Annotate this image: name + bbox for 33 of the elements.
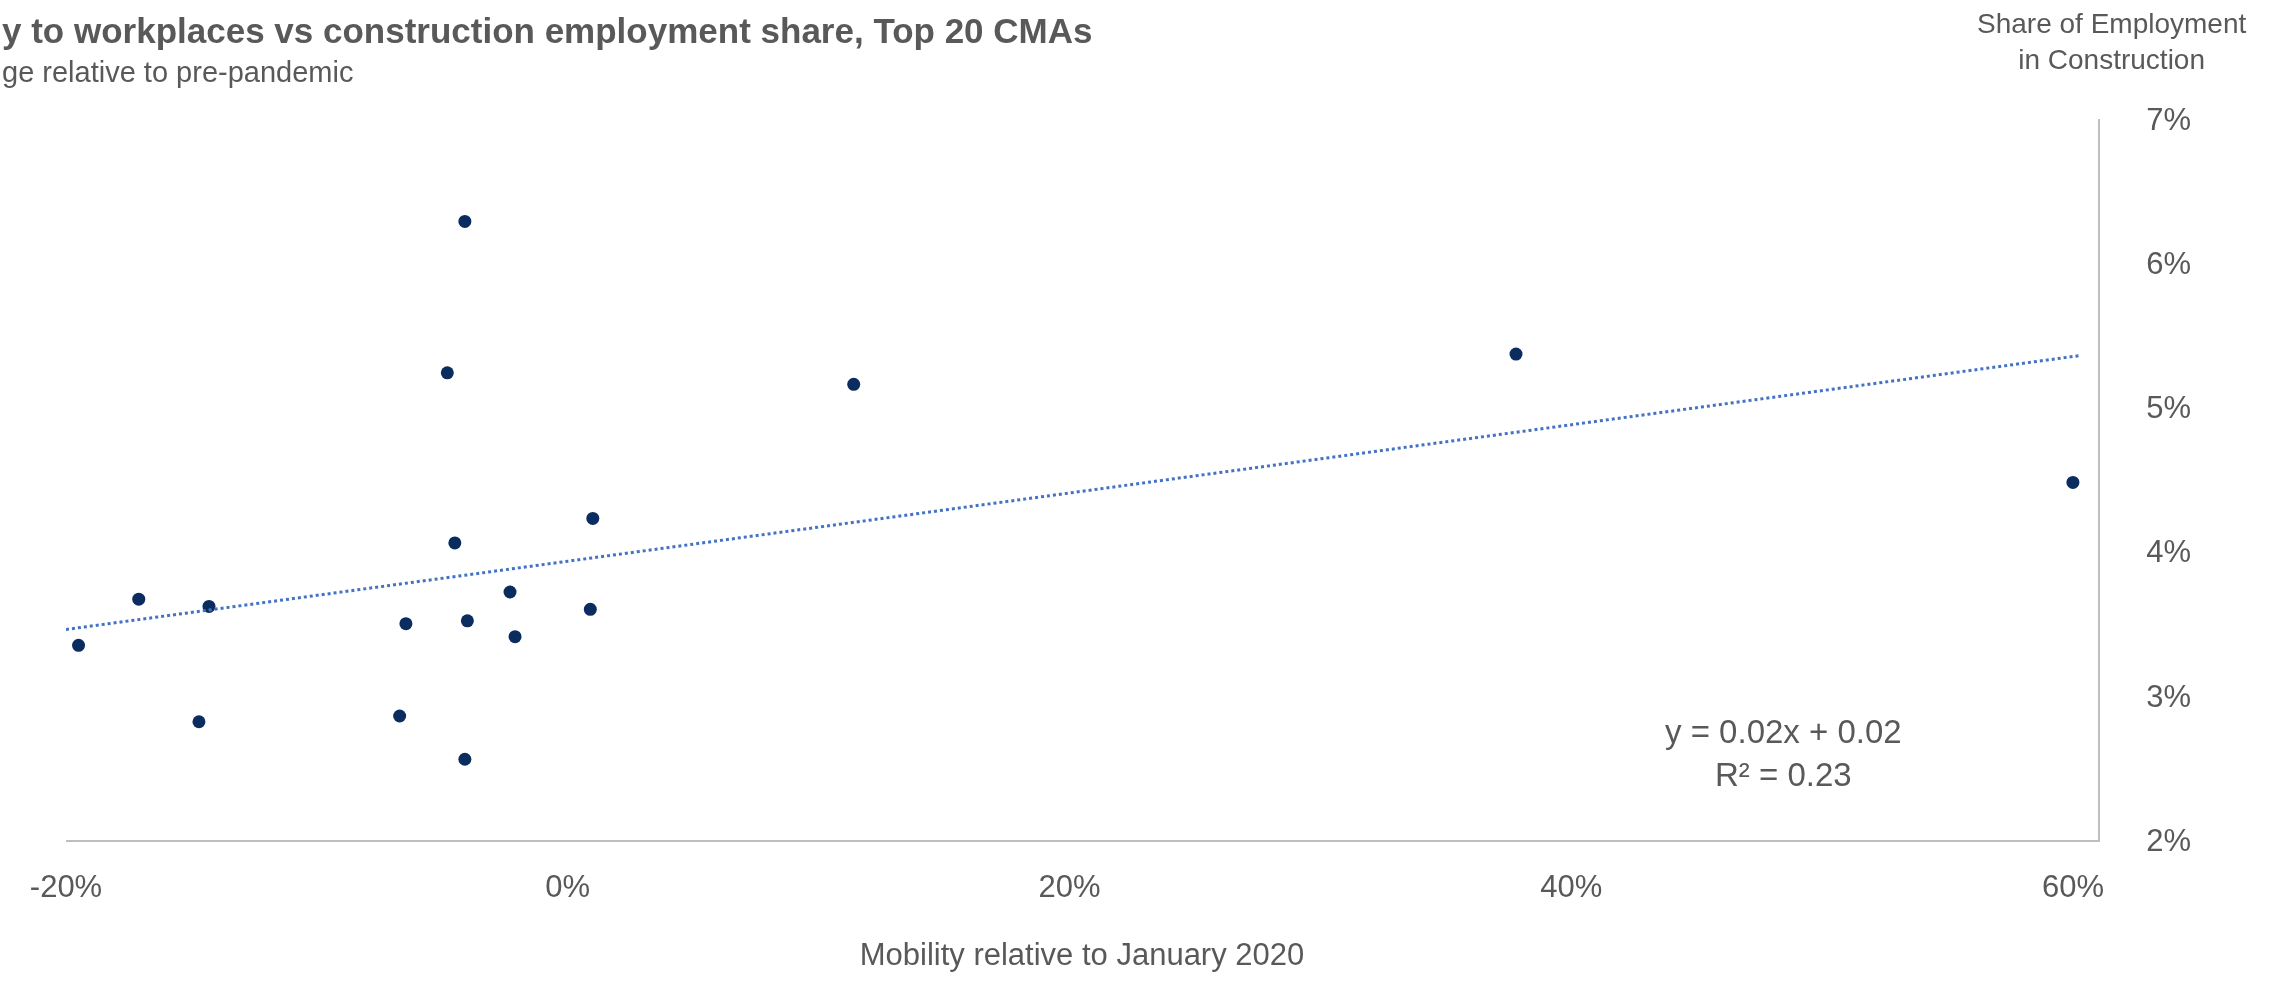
point (503, 585, 517, 599)
y-axis-title: Share of Employment in Construction (1977, 8, 2247, 76)
y-tick-label: 2% (2146, 822, 2192, 858)
point (393, 709, 407, 723)
x-tick-label: 40% (1540, 869, 1603, 905)
x-tick-label: 20% (1038, 869, 1101, 905)
point (586, 511, 600, 525)
point (458, 214, 472, 228)
point (460, 614, 474, 628)
y-tick-label: 3% (2146, 678, 2192, 714)
chart-subtitle: ge relative to pre-pandemic (2, 56, 354, 88)
point (508, 630, 522, 644)
point (448, 536, 462, 550)
y-tick-label: 4% (2146, 534, 2192, 570)
point (72, 638, 86, 652)
annotation: y = 0.02x + 0.02 R² = 0.23 (1665, 713, 1902, 793)
y-tick-label: 7% (2146, 101, 2192, 137)
x-tick-label: 0% (545, 869, 591, 905)
point (458, 752, 472, 766)
x-tick-label: -20% (29, 869, 103, 905)
point (132, 592, 146, 606)
x-axis-title: Mobility relative to January 2020 (859, 936, 1305, 972)
point (847, 377, 861, 391)
y-tick-label: 6% (2146, 246, 2192, 282)
point (583, 602, 597, 616)
chart-title: y to workplaces vs construction employment share, Top 20 CMAs (2, 11, 1093, 50)
point (399, 617, 413, 631)
point (2066, 475, 2080, 489)
x-tick-label: 60% (2041, 869, 2104, 905)
point (440, 366, 454, 380)
point (1509, 347, 1523, 361)
y-tick-label: 5% (2146, 390, 2192, 426)
point (192, 715, 206, 729)
